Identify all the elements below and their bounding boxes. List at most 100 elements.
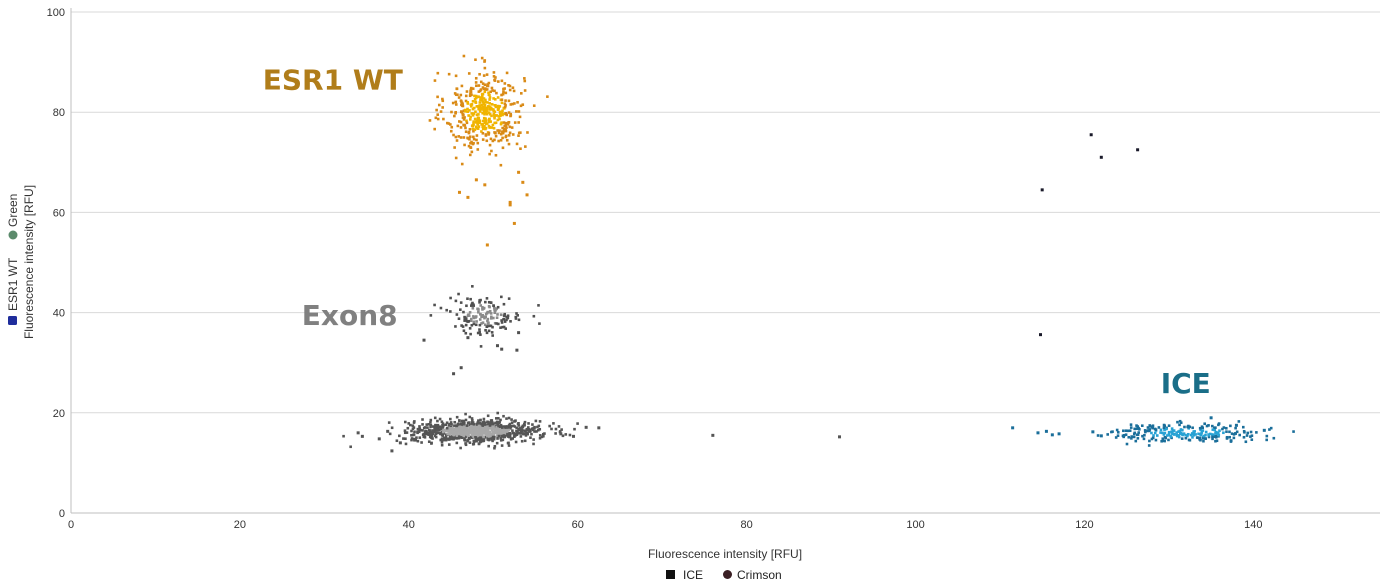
point-negative (532, 426, 535, 430)
point-esr1-wt (503, 105, 507, 109)
point-exon8 (466, 320, 470, 323)
point-negative (470, 428, 474, 432)
point-esr1-wt (454, 100, 458, 104)
point-exon8 (515, 312, 518, 315)
point-esr1-wt (493, 79, 497, 82)
point-esr1-wt (458, 120, 461, 123)
point-esr1-wt (503, 124, 507, 128)
point-exon8 (495, 316, 499, 319)
point-negative (411, 424, 415, 427)
point-negative (470, 417, 474, 420)
y-axis-title: Fluorescence intensity [RFU] (22, 185, 36, 339)
y-tick-label: 60 (53, 207, 65, 219)
point-esr1-wt (502, 130, 506, 133)
point-esr1-wt (484, 88, 487, 91)
point-ice (1136, 437, 1140, 440)
point-exon8 (479, 333, 482, 336)
point-ice (1122, 429, 1125, 433)
outlier-black (1089, 133, 1093, 137)
point-ice (1211, 435, 1214, 439)
point-negative (470, 427, 473, 430)
outlier-negative (390, 449, 394, 453)
point-ice (1207, 424, 1210, 427)
point-negative (418, 436, 422, 439)
point-negative (441, 434, 445, 437)
point-esr1-wt (490, 86, 494, 90)
point-esr1-wt (481, 100, 485, 104)
outlier-ice (1262, 428, 1266, 432)
point-negative (499, 423, 503, 427)
point-ice (1106, 433, 1109, 436)
point-esr1-wt (450, 110, 453, 114)
point-esr1-wt (478, 106, 482, 109)
point-esr1-wt (492, 108, 495, 111)
point-negative (398, 434, 401, 438)
point-esr1-wt (493, 131, 496, 134)
point-esr1-wt (484, 106, 487, 110)
point-exon8 (471, 301, 474, 305)
point-esr1-wt (446, 121, 449, 125)
point-esr1-wt (501, 92, 505, 96)
point-esr1-wt (488, 102, 491, 105)
point-negative (455, 434, 459, 437)
point-esr1-wt (455, 139, 459, 142)
point-negative (455, 432, 459, 435)
point-esr1-wt (499, 132, 503, 136)
point-exon8 (471, 285, 474, 288)
point-negative (548, 424, 551, 428)
point-ice (1167, 438, 1170, 442)
point-ice (1162, 426, 1166, 430)
point-negative (390, 426, 394, 430)
point-negative (439, 438, 443, 442)
point-negative (494, 421, 497, 425)
point-negative (455, 424, 458, 427)
point-negative (458, 427, 462, 431)
point-esr1-wt (485, 110, 489, 113)
point-ice (1192, 433, 1196, 437)
point-esr1-wt (468, 94, 472, 98)
point-negative (435, 424, 439, 427)
point-esr1-wt (471, 114, 475, 117)
point-esr1-wt (506, 123, 510, 126)
point-negative (463, 439, 467, 442)
point-negative (511, 429, 514, 432)
point-negative (342, 434, 345, 438)
point-exon8 (460, 324, 463, 327)
point-exon8 (478, 301, 481, 304)
point-exon8 (484, 300, 487, 304)
outlier-black (1136, 148, 1140, 152)
point-esr1-wt (441, 99, 445, 103)
point-ice (1234, 426, 1237, 430)
outlier-ice (1057, 432, 1061, 436)
point-esr1-wt (469, 89, 472, 93)
point-esr1-wt (472, 123, 475, 127)
point-negative (486, 438, 490, 441)
point-negative (479, 426, 483, 429)
point-negative (413, 430, 416, 434)
point-esr1-wt (462, 54, 466, 58)
point-negative (433, 426, 436, 430)
point-exon8 (502, 325, 506, 329)
point-esr1-wt (501, 131, 505, 135)
point-esr1-wt (492, 97, 495, 100)
point-negative (489, 419, 493, 422)
point-ice (1243, 431, 1246, 434)
point-exon8 (486, 310, 489, 314)
point-ice (1180, 437, 1184, 440)
point-ice (1096, 434, 1100, 437)
point-ice (1151, 424, 1155, 428)
point-esr1-wt (459, 120, 463, 124)
point-ice (1272, 436, 1276, 440)
point-ice (1249, 435, 1252, 438)
point-esr1-wt (489, 137, 493, 141)
point-exon8 (470, 304, 473, 307)
point-esr1-wt (493, 138, 496, 142)
point-esr1-wt (489, 90, 492, 94)
point-ice (1167, 424, 1171, 427)
point-negative (530, 432, 533, 436)
point-negative (476, 429, 480, 433)
point-negative (464, 435, 467, 439)
point-ice (1146, 426, 1150, 429)
point-negative (468, 441, 472, 444)
point-negative (474, 438, 478, 442)
